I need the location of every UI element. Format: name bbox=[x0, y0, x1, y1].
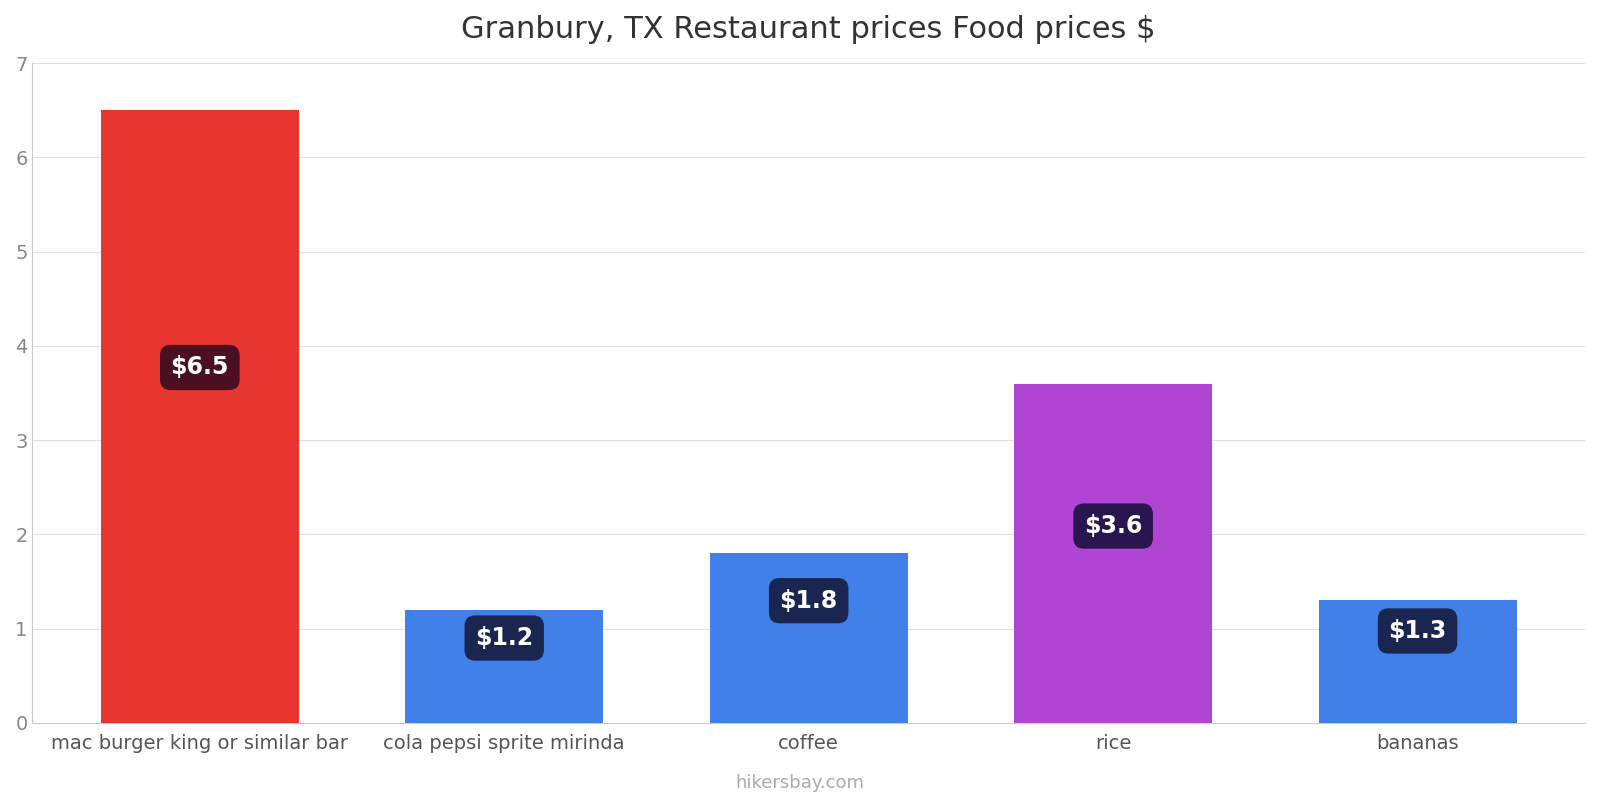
Bar bbox=[1318, 600, 1517, 723]
Bar bbox=[1014, 383, 1213, 723]
Text: $3.6: $3.6 bbox=[1083, 514, 1142, 538]
Text: $6.5: $6.5 bbox=[171, 355, 229, 379]
Text: hikersbay.com: hikersbay.com bbox=[736, 774, 864, 792]
Text: $1.3: $1.3 bbox=[1389, 619, 1446, 643]
Bar bbox=[101, 110, 299, 723]
Bar bbox=[710, 554, 907, 723]
Title: Granbury, TX Restaurant prices Food prices $: Granbury, TX Restaurant prices Food pric… bbox=[461, 15, 1155, 44]
Text: $1.8: $1.8 bbox=[779, 589, 838, 613]
Bar bbox=[405, 610, 603, 723]
Text: $1.2: $1.2 bbox=[475, 626, 533, 650]
